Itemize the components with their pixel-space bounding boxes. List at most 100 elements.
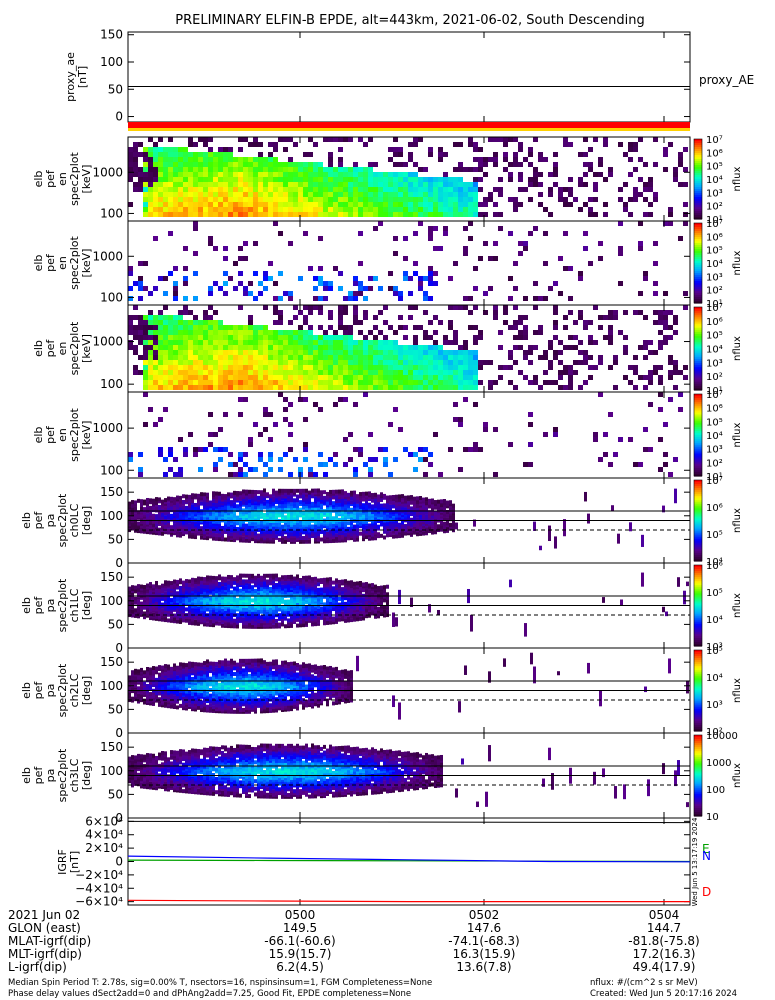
- pitch-cell: [344, 500, 347, 505]
- spectrogram-cell: [173, 355, 178, 360]
- spectrogram-cell: [403, 177, 408, 182]
- pitch-cell: [674, 488, 677, 504]
- spectrogram-cell: [668, 355, 673, 360]
- energy-panel-2-ylabel-line-1: pef: [44, 253, 57, 272]
- spectrogram-cell: [578, 385, 583, 390]
- spectrogram-cell: [473, 207, 478, 212]
- spectrogram-cell: [198, 335, 203, 340]
- spectrogram-cell: [478, 167, 483, 172]
- spectrogram-cell: [168, 467, 173, 472]
- spectrogram-cell: [673, 167, 678, 172]
- spectrogram-cell: [408, 157, 413, 162]
- spectrogram-cell: [273, 296, 278, 301]
- colorbar-segment: [694, 153, 702, 156]
- pitch-cell: [170, 496, 173, 501]
- colorbar-segment: [694, 524, 702, 528]
- colorbar-segment: [694, 548, 702, 552]
- spectrogram-cell: [603, 142, 608, 147]
- spectrogram-cell: [258, 192, 263, 197]
- spectrogram-cell: [663, 340, 668, 345]
- spectrogram-cell: [518, 345, 523, 350]
- spectrogram-cell: [403, 325, 408, 330]
- spectrogram-cell: [153, 370, 158, 375]
- spectrogram-cell: [208, 335, 213, 340]
- spectrogram-cell: [258, 152, 263, 157]
- spectrogram-cell: [338, 177, 343, 182]
- spectrogram-cell: [423, 350, 428, 355]
- spectrogram-cell: [333, 266, 338, 271]
- spectrogram-cell: [343, 305, 348, 310]
- spectrogram-cell: [153, 167, 158, 172]
- spectrogram-cell: [583, 320, 588, 325]
- spectrogram-cell: [203, 320, 208, 325]
- spectrogram-cell: [468, 221, 473, 226]
- spectrogram-cell: [238, 202, 243, 207]
- spectrogram-cell: [403, 202, 408, 207]
- spectrogram-cell: [198, 162, 203, 167]
- spectrogram-cell: [288, 335, 293, 340]
- spectrogram-cell: [428, 350, 433, 355]
- spectrogram-cell: [233, 330, 238, 335]
- spectrogram-cell: [233, 182, 238, 187]
- colorbar-segment: [694, 207, 702, 210]
- pitch-cell: [395, 507, 398, 512]
- spectrogram-cell: [248, 212, 253, 217]
- spectrogram-cell: [283, 397, 288, 402]
- spectrogram-cell: [198, 355, 203, 360]
- spectrogram-cell: [413, 271, 418, 276]
- pitch-cell: [293, 498, 296, 503]
- spectrogram-cell: [423, 370, 428, 375]
- spectrogram-cell: [163, 472, 168, 477]
- spectrogram-cell: [368, 350, 373, 355]
- spectrogram-cell: [358, 202, 363, 207]
- spectrogram-cell: [263, 407, 268, 412]
- colorbar-segment: [694, 336, 702, 339]
- spectrogram-cell: [403, 212, 408, 217]
- spectrogram-cell: [528, 422, 533, 427]
- spectrogram-cell: [143, 422, 148, 427]
- spectrogram-cell: [568, 296, 573, 301]
- spectrogram-cell: [373, 182, 378, 187]
- spectrogram-cell: [683, 365, 688, 370]
- spectrogram-cell: [268, 345, 273, 350]
- spectrogram-cell: [278, 162, 283, 167]
- spectrogram-cell: [223, 365, 228, 370]
- spectrogram-cell: [308, 212, 313, 217]
- spectrogram-cell: [583, 231, 588, 236]
- spectrogram-cell: [178, 370, 183, 375]
- spectrogram-cell: [258, 202, 263, 207]
- spectrogram-cell: [533, 375, 538, 380]
- spectrogram-cell: [158, 202, 163, 207]
- spectrogram-cell: [388, 340, 393, 345]
- plot-title: PRELIMINARY ELFIN-B EPDE, alt=443km, 202…: [175, 13, 645, 28]
- spectrogram-cell: [388, 271, 393, 276]
- spectrogram-cell: [138, 315, 143, 320]
- spectrogram-cell: [393, 182, 398, 187]
- spectrogram-cell: [163, 291, 168, 296]
- spectrogram-cell: [283, 452, 288, 457]
- spectrogram-cell: [158, 320, 163, 325]
- colorbar-tick-label: 10⁷: [706, 135, 723, 146]
- spectrogram-cell: [373, 325, 378, 330]
- spectrogram-cell: [173, 202, 178, 207]
- spectrogram-cell: [518, 142, 523, 147]
- spectrogram-cell: [193, 340, 198, 345]
- spectrogram-cell: [333, 177, 338, 182]
- spectrogram-cell: [158, 365, 163, 370]
- spectrogram-cell: [258, 162, 263, 167]
- spectrogram-cell: [458, 422, 463, 427]
- spectrogram-cell: [413, 261, 418, 266]
- spectrogram-cell: [268, 467, 273, 472]
- spectrogram-cell: [503, 152, 508, 157]
- colorbar-segment: [694, 496, 702, 499]
- colorbar-segment: [694, 309, 702, 312]
- spectrogram-cell: [228, 345, 233, 350]
- spectrogram-cell: [303, 355, 308, 360]
- spectrogram-cell: [193, 187, 198, 192]
- spectrogram-cell: [423, 380, 428, 385]
- spectrogram-cell: [153, 162, 158, 167]
- spectrogram-cell: [273, 305, 278, 310]
- spectrogram-cell: [228, 152, 233, 157]
- pitch-cell: [389, 504, 392, 509]
- spectrogram-cell: [593, 172, 598, 177]
